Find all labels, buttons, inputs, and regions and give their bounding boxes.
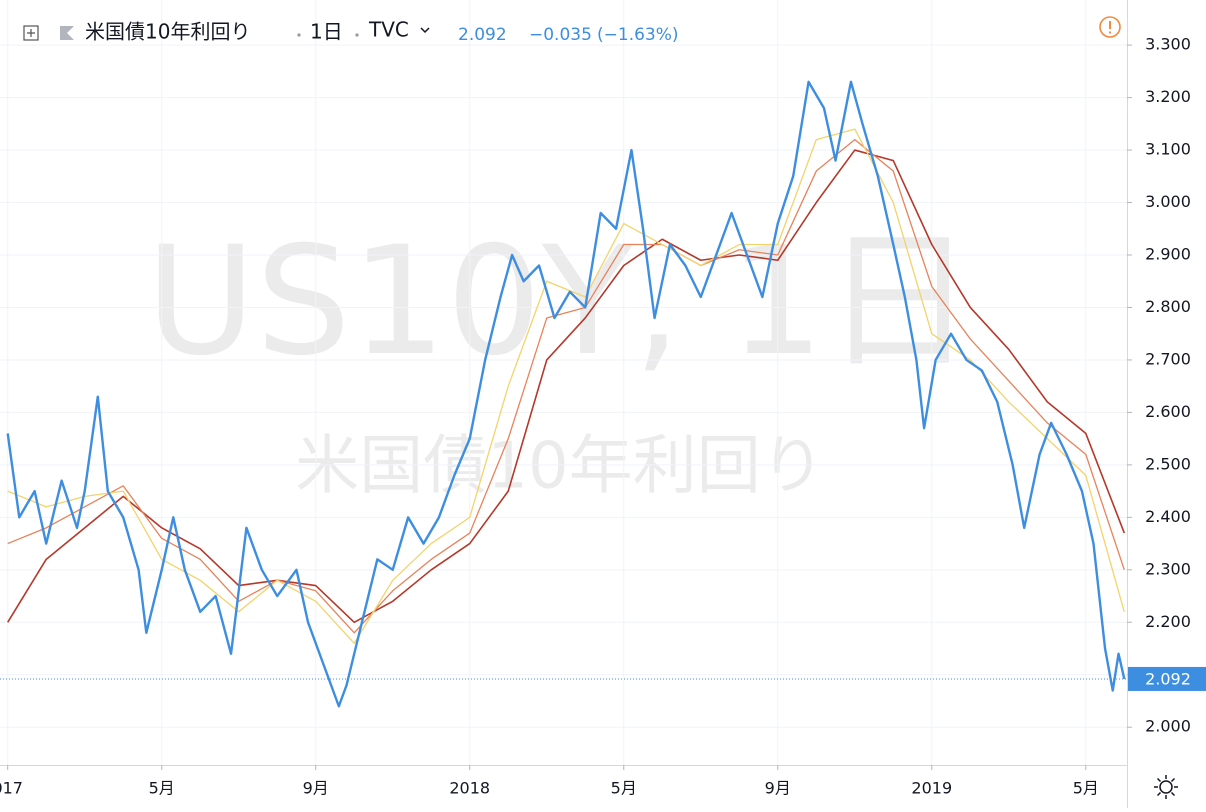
- y-tick-label: 2.400: [1145, 507, 1191, 526]
- last-value: 2.092: [458, 25, 507, 45]
- y-tick-label: 2.900: [1145, 245, 1191, 264]
- x-tick-label: 9月: [765, 779, 791, 798]
- interval[interactable]: 1日: [310, 20, 343, 44]
- x-tick-label: 017: [0, 779, 23, 798]
- settings-core: [1159, 780, 1173, 794]
- settings-icon[interactable]: [1154, 775, 1178, 799]
- flag-icon[interactable]: [60, 26, 74, 40]
- y-tick-label: 2.700: [1145, 349, 1191, 368]
- alert-icon[interactable]: [1099, 16, 1121, 38]
- series-line: [7, 149, 1126, 624]
- change-percent: (−1.63%): [597, 25, 679, 45]
- y-tick-label: 2.200: [1145, 612, 1191, 631]
- x-tick-label: 5月: [149, 779, 175, 798]
- y-tick-label: 2.800: [1145, 297, 1191, 316]
- y-tick-label: 2.500: [1145, 454, 1191, 473]
- add-icon[interactable]: [23, 25, 39, 41]
- watermark-title: 米国債10年利回り: [295, 430, 824, 504]
- header: 米国債10年利回り 1日 TVC 2.092 −0.035 (−1.63%): [23, 16, 1121, 45]
- y-tick-label: 3.300: [1145, 35, 1191, 54]
- grid: [0, 0, 1127, 765]
- x-tick-label: 9月: [303, 779, 329, 798]
- source-caret[interactable]: [420, 27, 430, 34]
- y-tick-label: 3.100: [1145, 140, 1191, 159]
- add-icon-plus: [27, 29, 35, 37]
- y-tick-label: 2.000: [1145, 717, 1191, 736]
- last-value-label: 2.092: [1145, 669, 1191, 688]
- y-tick-label: 2.300: [1145, 559, 1191, 578]
- plot: [0, 80, 1127, 708]
- symbol-title: 米国債10年利回り: [85, 20, 250, 44]
- x-tick-label: 2018: [449, 779, 490, 798]
- x-tick-label: 5月: [1073, 779, 1099, 798]
- x-tick-label: 2019: [911, 779, 952, 798]
- series-line: [6, 80, 1126, 708]
- series-line: [7, 138, 1125, 634]
- y-tick-label: 3.200: [1145, 87, 1191, 106]
- series-line: [7, 128, 1125, 644]
- x-tick-label: 5月: [611, 779, 637, 798]
- last-value-badge: [1128, 666, 1206, 691]
- separator: [297, 33, 301, 37]
- settings-rays: [1154, 775, 1178, 799]
- source: TVC: [368, 18, 409, 42]
- y-tick-label: 2.600: [1145, 402, 1191, 421]
- watermark-symbol: US10Y, 1日: [146, 215, 974, 389]
- axes: 2.0002.1002.2002.3002.4002.5002.6002.700…: [0, 35, 1206, 798]
- separator: [355, 33, 359, 37]
- y-tick-label: 3.000: [1145, 192, 1191, 211]
- change: −0.035: [529, 25, 592, 45]
